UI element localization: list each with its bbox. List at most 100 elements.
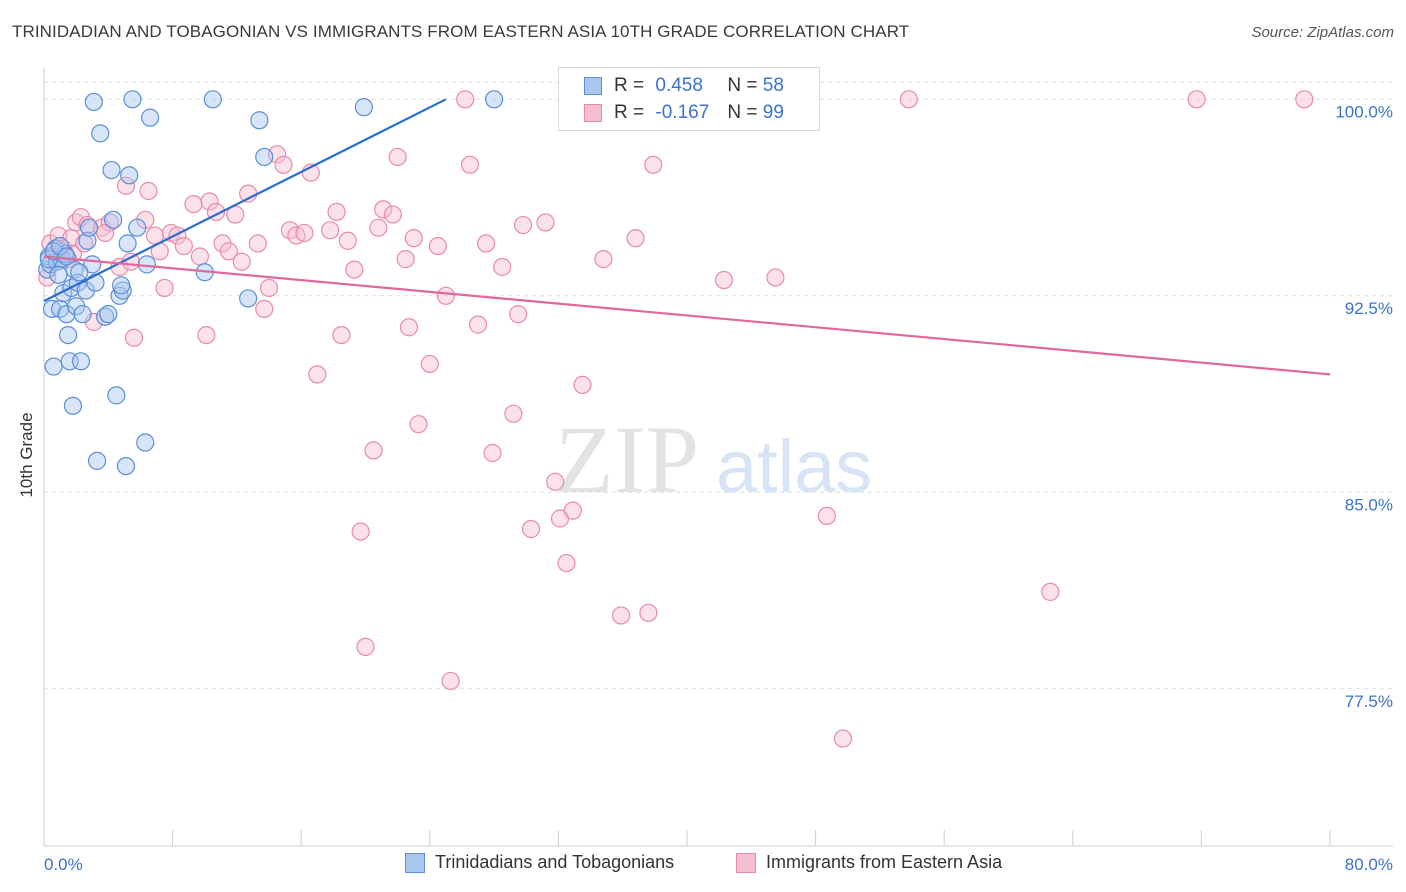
r-value-trinidadian: 0.458 <box>655 75 703 96</box>
data-point-eastern-asia <box>1041 582 1060 601</box>
labels-layer: 77.5% 85.0% 92.5% 100.0% 0.0% 80.0% <box>44 102 1393 874</box>
data-point-trinidadian <box>104 210 123 229</box>
data-point-trinidadian <box>118 234 137 253</box>
data-point-eastern-asia <box>116 176 136 195</box>
data-point-eastern-asia <box>399 318 419 337</box>
data-point-trinidadian <box>70 263 89 282</box>
data-point-trinidadian <box>59 326 78 345</box>
data-point-eastern-asia <box>124 328 144 347</box>
data-point-trinidadian <box>78 231 97 250</box>
axis-layer <box>43 68 1393 847</box>
legend-swatch-blue <box>405 852 425 873</box>
data-point-trinidadian <box>203 90 222 109</box>
data-point-eastern-asia <box>308 365 327 384</box>
data-point-trinidadian <box>71 352 91 371</box>
x-tick-label-min: 0.0% <box>44 855 83 874</box>
data-point-eastern-asia <box>476 234 496 253</box>
data-point-eastern-asia <box>460 155 480 174</box>
r-value-eastern-asia: -0.167 <box>655 102 710 123</box>
data-point-eastern-asia <box>456 90 475 109</box>
data-point-eastern-asia <box>626 229 645 248</box>
trend-line-trinidadian <box>43 98 447 303</box>
data-point-trinidadian <box>63 396 83 415</box>
data-point-eastern-asia <box>639 603 658 622</box>
data-point-trinidadian <box>44 357 63 376</box>
data-point-eastern-asia <box>396 250 415 269</box>
data-point-trinidadian <box>79 218 99 237</box>
data-point-eastern-asia <box>573 375 592 394</box>
legend-label-trinidadian: Trinidadians and Tobagonians <box>435 852 675 872</box>
data-point-trinidadian <box>86 273 105 292</box>
data-point-eastern-asia <box>557 553 576 573</box>
trend-line-eastern-asia <box>43 255 1331 376</box>
data-point-eastern-asia <box>817 506 836 525</box>
data-point-eastern-asia <box>219 242 238 261</box>
data-point-eastern-asia <box>95 223 115 243</box>
data-point-eastern-asia <box>409 415 428 434</box>
data-point-eastern-asia <box>536 213 555 232</box>
n-value-eastern-asia: 99 <box>762 102 784 123</box>
data-point-trinidadian <box>102 160 121 180</box>
data-point-trinidadian <box>91 124 110 143</box>
legend-label-eastern-asia: Immigrants from Eastern Asia <box>766 852 1003 872</box>
data-point-eastern-asia <box>509 305 528 324</box>
data-point-eastern-asia <box>356 637 375 656</box>
data-point-eastern-asia <box>420 354 439 374</box>
data-point-eastern-asia <box>504 404 523 423</box>
data-point-eastern-asia <box>521 519 541 539</box>
data-point-eastern-asia <box>833 729 853 748</box>
swatch-blue <box>584 77 602 95</box>
data-point-eastern-asia <box>563 501 582 520</box>
data-point-eastern-asia <box>1187 90 1206 109</box>
data-point-eastern-asia <box>190 247 210 266</box>
data-point-eastern-asia <box>369 218 388 237</box>
data-point-trinidadian <box>107 386 126 405</box>
legend-item-eastern-asia: Immigrants from Eastern Asia <box>736 852 1002 873</box>
data-point-eastern-asia <box>274 155 293 174</box>
data-point-eastern-asia <box>513 215 533 235</box>
r-label: R = <box>614 102 645 123</box>
x-tick-label-max: 80.0% <box>1345 855 1393 874</box>
data-point-eastern-asia <box>155 278 174 298</box>
grid-layer <box>44 81 1393 690</box>
data-point-eastern-asia <box>611 606 631 625</box>
data-point-eastern-asia <box>714 270 734 290</box>
data-point-trinidadian <box>255 147 274 167</box>
data-point-eastern-asia <box>121 252 140 271</box>
y-tick-label: 85.0% <box>1345 495 1393 514</box>
data-point-trinidadian <box>49 265 68 284</box>
data-point-trinidadian <box>485 90 504 109</box>
data-point-eastern-asia <box>321 221 340 240</box>
data-point-trinidadian <box>50 236 70 256</box>
stats-legend: R = 0.458 N = 58 R = -0.167 N = 99 <box>558 67 820 131</box>
n-value-trinidadian: 58 <box>762 75 784 96</box>
data-point-eastern-asia <box>338 231 357 250</box>
data-point-trinidadian <box>95 307 115 326</box>
y-tick-label: 100.0% <box>1335 102 1393 121</box>
y-tick-label: 92.5% <box>1345 299 1393 318</box>
data-point-eastern-asia <box>383 205 402 224</box>
data-point-trinidadian <box>128 218 147 237</box>
data-point-eastern-asia <box>327 202 346 222</box>
data-point-eastern-asia <box>332 326 351 345</box>
data-point-eastern-asia <box>364 441 383 460</box>
data-point-trinidadian <box>112 276 131 295</box>
data-point-eastern-asia <box>594 250 613 269</box>
data-point-eastern-asia <box>1295 90 1314 109</box>
data-point-eastern-asia <box>468 315 488 334</box>
data-point-trinidadian <box>116 457 136 476</box>
watermark-zip: ZIP <box>555 406 699 513</box>
trend-layer <box>43 98 1331 376</box>
data-point-eastern-asia <box>404 229 423 248</box>
chart-title: TRINIDADIAN AND TOBAGONIAN VS IMMIGRANTS… <box>12 22 910 41</box>
swatch-pink <box>584 104 602 122</box>
data-point-eastern-asia <box>899 90 918 109</box>
data-point-eastern-asia <box>351 522 370 541</box>
data-point-eastern-asia <box>259 278 279 298</box>
y-axis-label: 10th Grade <box>17 412 36 498</box>
data-point-trinidadian <box>354 98 373 117</box>
stats-legend-row-trinidadian: R = 0.458 N = 58 <box>559 72 784 100</box>
data-point-eastern-asia <box>184 195 203 214</box>
data-point-eastern-asia <box>295 223 314 243</box>
